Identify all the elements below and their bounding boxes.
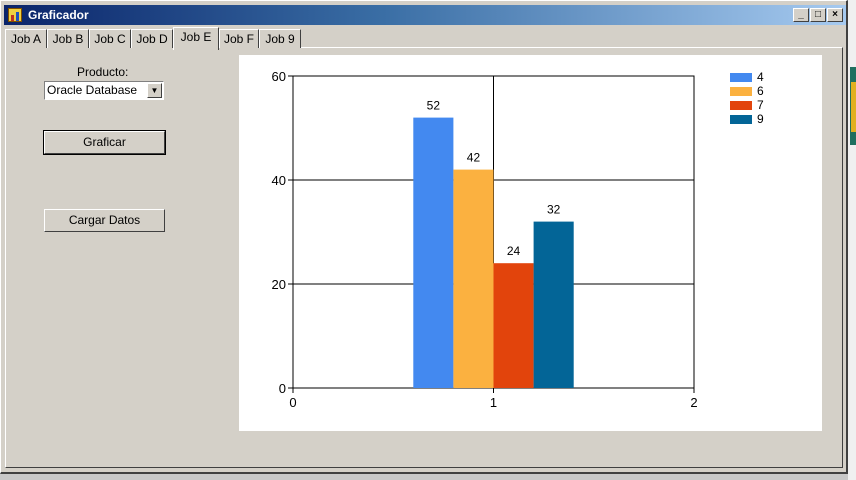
y-tick-label: 60 — [272, 69, 286, 84]
product-select[interactable]: Oracle Database ▼ — [44, 81, 164, 100]
close-button[interactable]: × — [827, 8, 843, 22]
title-bar[interactable]: Graficador _ □ × — [4, 5, 846, 25]
window-title: Graficador — [28, 8, 89, 22]
y-tick-label: 20 — [272, 277, 286, 292]
legend-swatch — [730, 73, 752, 82]
bar-data-label: 24 — [507, 244, 521, 258]
bar-data-label: 42 — [467, 151, 481, 165]
tab-job-b[interactable]: Job B — [47, 29, 89, 48]
bar-data-label: 52 — [427, 99, 441, 113]
tab-job-a[interactable]: Job A — [5, 29, 47, 48]
bar-series-4 — [413, 117, 454, 388]
x-tick-label: 1 — [490, 395, 497, 410]
desktop-thumbnail-accent — [851, 82, 856, 132]
load-data-button[interactable]: Cargar Datos — [44, 209, 165, 232]
minimize-button[interactable]: _ — [793, 8, 809, 22]
graph-button[interactable]: Graficar — [43, 130, 166, 155]
product-select-value: Oracle Database — [47, 83, 138, 97]
app-icon — [8, 8, 22, 22]
maximize-button[interactable]: □ — [810, 8, 826, 22]
chart-panel: 0 20 40 60 0 1 2 52 42 24 32 — [239, 55, 822, 431]
legend-label: 9 — [757, 112, 764, 126]
x-tick-label: 2 — [690, 395, 697, 410]
legend-swatch — [730, 101, 752, 110]
legend-label: 6 — [757, 84, 764, 98]
tab-job-c[interactable]: Job C — [89, 29, 131, 48]
desktop-background — [848, 0, 856, 480]
bar-chart: 0 20 40 60 0 1 2 52 42 24 32 — [272, 69, 698, 410]
bar-series-7 — [493, 263, 534, 388]
legend-label: 4 — [757, 70, 764, 84]
y-tick-label: 40 — [272, 173, 286, 188]
bar-series-6 — [453, 169, 494, 388]
product-label: Producto: — [77, 65, 129, 79]
legend-label: 7 — [757, 98, 764, 112]
bar-series-9 — [533, 221, 574, 388]
tab-job-9[interactable]: Job 9 — [259, 29, 301, 48]
y-tick-label: 0 — [279, 381, 286, 396]
legend-swatch — [730, 115, 752, 124]
tab-job-f[interactable]: Job F — [219, 29, 259, 48]
legend-swatch — [730, 87, 752, 96]
tab-job-e[interactable]: Job E — [173, 27, 219, 50]
bar-data-label: 32 — [547, 203, 561, 217]
x-tick-label: 0 — [289, 395, 296, 410]
tab-job-d[interactable]: Job D — [131, 29, 173, 48]
chevron-down-icon[interactable]: ▼ — [147, 83, 162, 98]
